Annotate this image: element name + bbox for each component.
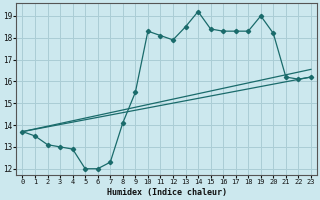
X-axis label: Humidex (Indice chaleur): Humidex (Indice chaleur) [107,188,227,197]
